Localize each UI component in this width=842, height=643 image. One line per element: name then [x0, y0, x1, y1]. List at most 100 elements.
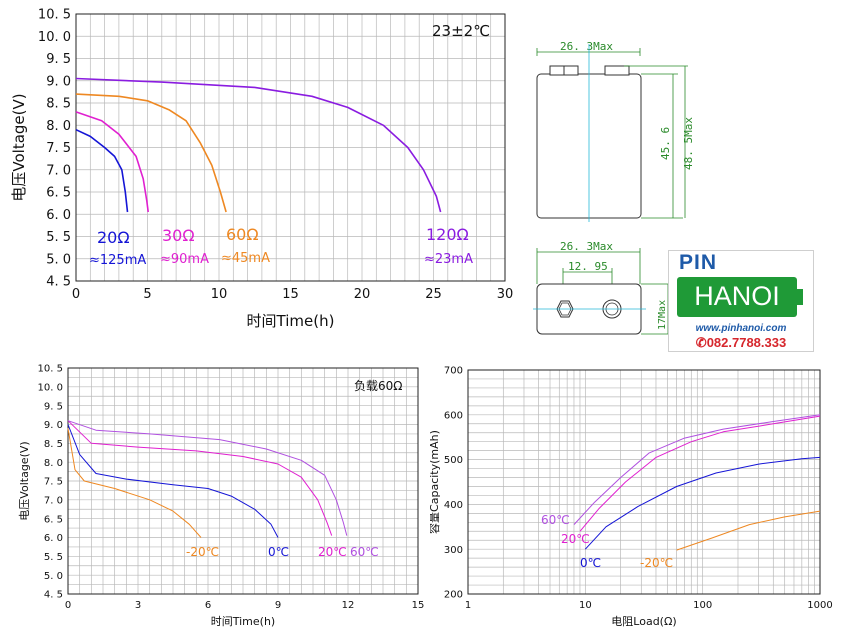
chart3-grid	[468, 370, 820, 594]
chart1-ytick-label: 9. 5	[46, 52, 71, 67]
chart2-ytick-label: 5. 0	[44, 571, 63, 582]
chart2-ytick-label: 9. 5	[44, 401, 63, 412]
chart3-xtick-label: 100	[693, 600, 712, 611]
logo-pin-text: PIN	[679, 251, 718, 274]
chart3-series-line-0	[573, 414, 821, 525]
chart1-current-60ohm: ≈45mA	[221, 251, 270, 266]
chart1-label-120ohm: 120Ω	[426, 225, 469, 244]
chart3-xtick-label: 10	[579, 600, 592, 611]
chart1-xtick-label: 5	[143, 287, 151, 302]
chart3-series-line-1	[579, 415, 821, 532]
chart2-ytick-label: 7. 0	[44, 495, 63, 506]
chart1-current-120ohm: ≈23mA	[424, 252, 473, 267]
chart1-ytick-label: 7. 0	[46, 163, 71, 178]
top-depth-dim: 17Max	[657, 300, 668, 330]
chart2-ytick-label: 10. 0	[38, 382, 63, 393]
chart2-label-0c: 0℃	[268, 545, 289, 559]
logo-hanoi-text: HANOI	[694, 281, 780, 311]
logo-battery-icon: HANOI	[677, 277, 797, 317]
chart3-xtick-label: 1000	[807, 600, 832, 611]
chart2-ytick-label: 6. 5	[44, 514, 63, 525]
chart3-label-60c: 60℃	[541, 513, 570, 527]
chart2-xtick-label: 9	[275, 600, 281, 611]
chart3-label-20c: 20℃	[561, 532, 590, 546]
logo-website: www.pinhanoi.com	[695, 323, 787, 334]
chart2-grid	[68, 368, 418, 594]
chart1-label-60ohm: 60Ω	[226, 225, 259, 244]
top-view: 26. 3Max 12. 95 17Max	[533, 240, 672, 335]
chart2-ytick-label: 4. 5	[44, 590, 63, 601]
chart1-series-line-2	[75, 93, 227, 213]
chart2-label-minus20c: -20℃	[186, 545, 219, 559]
chart1-series-line-3	[75, 77, 442, 213]
chart2-ytick-label: 9. 0	[44, 420, 63, 431]
chart1-xtick-label: 10	[211, 287, 228, 302]
chart1-xtick-label: 0	[72, 287, 80, 302]
chart2-series-line-0	[67, 428, 202, 538]
chart1-ytick-label: 5. 0	[46, 252, 71, 267]
chart2-ylabel: 电压Voltage(V)	[18, 441, 31, 520]
chart1-xtick-label: 15	[282, 287, 299, 302]
chart1-ytick-label: 6. 5	[46, 186, 71, 201]
front-width-dim: 26. 3Max	[560, 40, 613, 53]
battery-dimension-drawing: 26. 3Max 45. 6 48. 5Max 26. 3Max 12. 95 …	[533, 40, 695, 335]
discharge-curves-chart: 23±2℃ 20Ω ≈125mA 30Ω ≈90mA 60Ω ≈45mA 120…	[10, 8, 513, 330]
chart2-ytick-label: 8. 5	[44, 439, 63, 450]
front-height-max-dim: 48. 5Max	[682, 117, 695, 170]
chart1-label-20ohm: 20Ω	[97, 228, 130, 247]
chart1-annotation: 23±2℃	[432, 22, 490, 40]
chart2-label-60c: 60℃	[350, 545, 379, 559]
pinhanoi-logo: PIN HANOI www.pinhanoi.com ✆082.7788.333	[668, 250, 814, 352]
chart3-ytick-label: 400	[444, 500, 463, 511]
chart3-ytick-label: 500	[444, 455, 463, 466]
chart1-grid	[76, 14, 505, 281]
chart1-ylabel: 电压Voltage(V)	[10, 93, 28, 201]
chart3-ytick-label: 200	[444, 590, 463, 601]
chart3-series-labels: 60℃ 20℃ 0℃ -20℃	[541, 513, 673, 570]
chart3-label-0c: 0℃	[580, 556, 601, 570]
chart3-ytick-label: 700	[444, 366, 463, 377]
chart1-xlabel: 时间Time(h)	[247, 312, 335, 330]
chart2-series-line-2	[67, 420, 333, 536]
top-width-dim: 26. 3Max	[560, 240, 613, 253]
chart2-ytick-label: 5. 5	[44, 552, 63, 563]
chart2-annotation: 负载60Ω	[354, 379, 402, 393]
chart1-ytick-label: 5. 5	[46, 230, 71, 245]
chart3-series-line-3	[676, 510, 821, 551]
capacity-vs-load-chart: 60℃ 20℃ 0℃ -20℃ 1 10 100 1000 200 300 400 500 60…	[430, 366, 833, 628]
chart1-ytick-label: 8. 0	[46, 119, 71, 134]
chart2-xtick-label: 3	[135, 600, 141, 611]
chart1-ytick-label: 10. 5	[38, 8, 71, 23]
chart1-ytick-label: 10. 0	[38, 30, 71, 45]
chart3-plot-frame	[467, 369, 821, 595]
chart3-ytick-label: 300	[444, 545, 463, 556]
terminal-right	[604, 65, 630, 76]
chart2-plot-frame	[67, 367, 419, 595]
chart3-xlabel: 电阻Load(Ω)	[611, 615, 676, 628]
chart2-xtick-label: 6	[205, 600, 211, 611]
chart2-ytick-label: 7. 5	[44, 477, 63, 488]
chart1-ytick-label: 9. 0	[46, 74, 71, 89]
chart2-ytick-label: 10. 5	[38, 364, 63, 375]
chart2-ytick-label: 8. 0	[44, 458, 63, 469]
chart2-xtick-label: 0	[65, 600, 71, 611]
logo-battery-tip	[797, 289, 803, 305]
chart1-current-30ohm: ≈90mA	[160, 252, 209, 267]
chart1-series-line-0	[75, 128, 129, 213]
logo-phone: ✆082.7788.333	[695, 335, 787, 350]
chart1-ytick-label: 4. 5	[46, 275, 71, 290]
chart3-ylabel: 容量Capacity(mAh)	[430, 430, 441, 534]
front-view: 26. 3Max 45. 6 48. 5Max	[536, 40, 695, 222]
chart1-ytick-label: 8. 5	[46, 97, 71, 112]
chart1-xtick-label: 25	[425, 287, 442, 302]
chart1-series-labels: 20Ω ≈125mA 30Ω ≈90mA 60Ω ≈45mA 120Ω ≈23m…	[89, 225, 473, 268]
chart1-series-line-1	[75, 111, 149, 213]
chart1-ytick-label: 6. 0	[46, 208, 71, 223]
temperature-discharge-chart: 负载60Ω -20℃ 0℃ 20℃ 60℃ 0 3 6 9 12 15 4. 5 5. 0 5.…	[18, 364, 424, 628]
chart2-xtick-label: 12	[342, 600, 355, 611]
front-height-inner-dim: 45. 6	[659, 127, 672, 160]
chart2-ytick-label: 6. 0	[44, 533, 63, 544]
chart1-current-20ohm: ≈125mA	[89, 253, 146, 268]
terminal-spacing-dim: 12. 95	[568, 260, 608, 273]
chart1-label-30ohm: 30Ω	[162, 226, 195, 245]
